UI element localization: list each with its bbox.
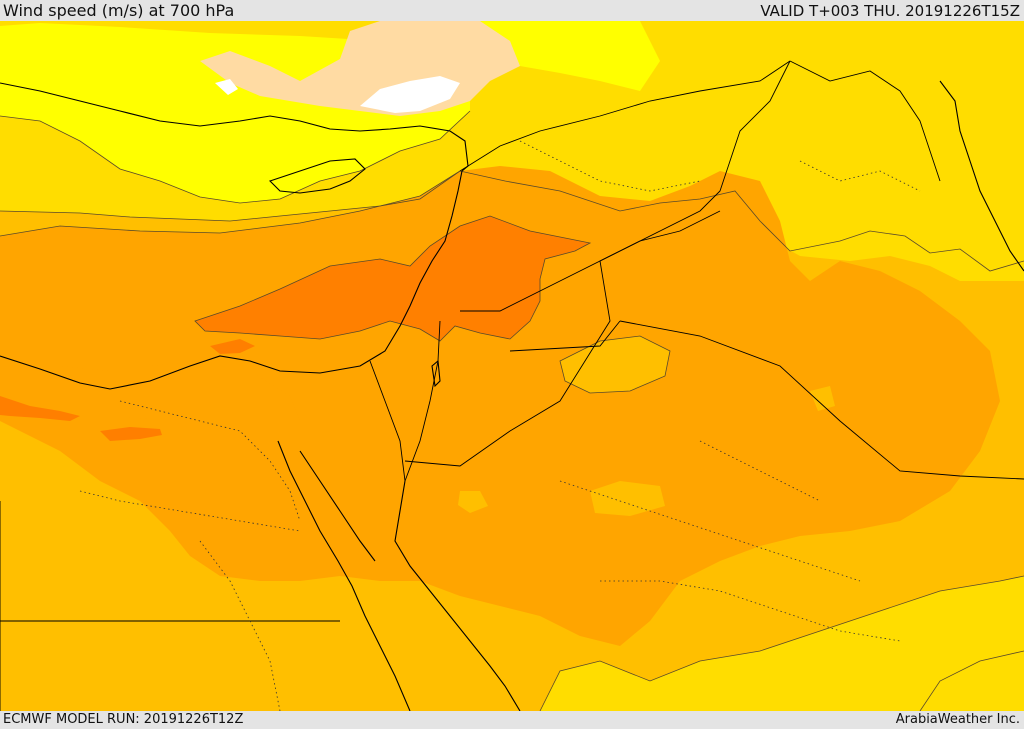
contour-lines (0, 110, 1024, 711)
fill-light-east (720, 141, 1024, 281)
valid-time: VALID T+003 THU. 20191226T15Z (760, 2, 1020, 20)
border-jordan-iraq-box (509, 320, 621, 352)
fill-patch-4 (810, 386, 835, 411)
wind-speed-map (0, 21, 1024, 711)
coast-gulf-suez (299, 450, 376, 562)
border-israel-jordan (404, 320, 441, 482)
fill-mid-band (0, 166, 1000, 646)
coastlines (0, 80, 1024, 711)
contour-1 (0, 170, 1024, 272)
province-1 (119, 400, 301, 522)
coast-persian-gulf (939, 80, 1024, 272)
header-bar: Wind speed (m/s) at 700 hPa VALID T+003 … (0, 0, 1024, 21)
border-jordan-saudi (404, 210, 721, 467)
contour-3 (0, 170, 461, 237)
border-syria-iraq (460, 60, 791, 312)
fill-calm-white (360, 76, 460, 113)
coast-cyprus (268, 158, 366, 194)
fill-strongest-egypt (100, 427, 162, 441)
fill-yellow-north-2 (480, 21, 660, 91)
coast-turkey-south (0, 82, 469, 172)
fill-patch-3 (458, 491, 488, 513)
province-2 (79, 490, 301, 532)
province-4 (559, 480, 861, 582)
fill-mid-west (0, 351, 300, 441)
province-5 (600, 580, 901, 642)
border-egypt-israel (369, 360, 406, 482)
province-8 (799, 160, 921, 192)
province-3 (199, 540, 281, 711)
contour-2 (0, 110, 471, 204)
footer-bar: ECMWF MODEL RUN: 20191226T12Z ArabiaWeat… (0, 711, 1024, 729)
fill-light-southeast (540, 576, 1024, 711)
contour-5 (539, 575, 1024, 711)
contour-7 (559, 335, 671, 394)
model-run: ECMWF MODEL RUN: 20191226T12Z (3, 712, 244, 727)
fill-strongest-west (0, 396, 80, 421)
border-iraq-iran (789, 60, 941, 182)
border-iraq-saudi (619, 320, 1024, 480)
fill-calm-white-2 (215, 79, 238, 95)
border-syria-turkey (459, 60, 791, 172)
contour-4 (194, 215, 592, 342)
fill-patch-2 (590, 481, 665, 516)
coast-red-sea-west (277, 440, 411, 711)
credit: ArabiaWeather Inc. (895, 712, 1020, 727)
map-title: Wind speed (m/s) at 700 hPa (3, 1, 235, 20)
fill-patch-1 (560, 336, 670, 393)
coast-red-sea-east (394, 480, 521, 711)
fill-strong-core (195, 216, 590, 341)
contour-6 (919, 650, 1024, 711)
country-borders (0, 60, 1024, 711)
fill-strongest-coast (210, 339, 255, 354)
province-boundaries (79, 140, 921, 711)
coast-north-africa (0, 170, 463, 390)
